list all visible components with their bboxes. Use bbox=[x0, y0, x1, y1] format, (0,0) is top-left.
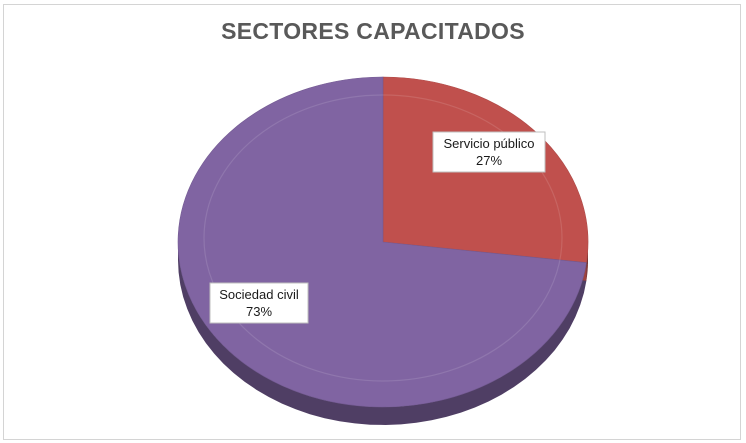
pie-slice-1 bbox=[177, 76, 587, 408]
data-label-box bbox=[432, 131, 546, 173]
data-label-name: Servicio público bbox=[443, 136, 534, 151]
chart-title: SECTORES CAPACITADOS bbox=[221, 18, 525, 44]
data-label-box bbox=[209, 282, 309, 324]
data-label-name: Sociedad civil bbox=[219, 287, 299, 302]
pie-highlight bbox=[203, 94, 563, 382]
pie-slice-side-0 bbox=[586, 242, 588, 281]
data-label-0: Servicio público 27% bbox=[432, 131, 546, 173]
data-label-1: Sociedad civil 73% bbox=[209, 282, 309, 324]
data-label-value: 73% bbox=[246, 304, 272, 319]
data-label-value: 27% bbox=[476, 153, 502, 168]
